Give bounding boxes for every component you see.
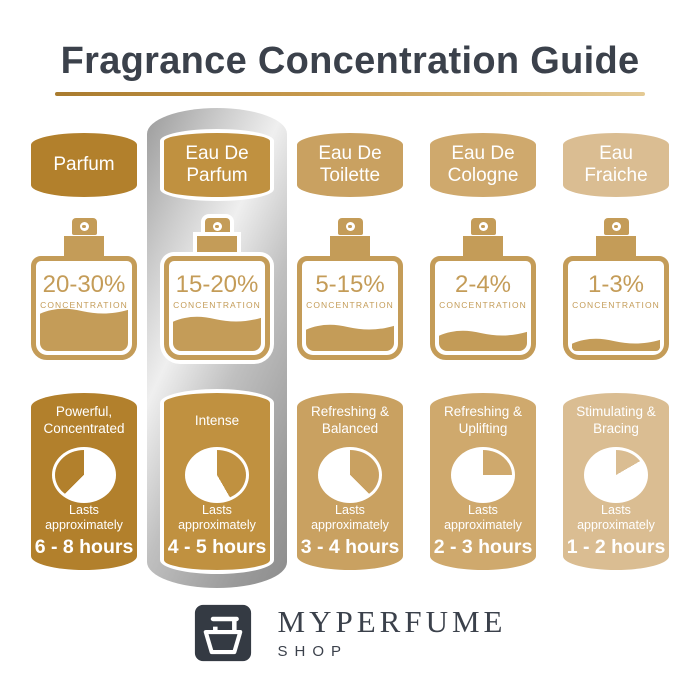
bottle-neck xyxy=(596,236,636,256)
spray-bottle-icon: 1-3% CONCENTRATION xyxy=(563,218,669,360)
bottle-body: 5-15% CONCENTRATION xyxy=(297,256,403,360)
spray-nozzle-icon xyxy=(204,218,230,235)
spray-bottle-icon: 2-4% CONCENTRATION xyxy=(430,218,536,360)
quality-label: Powerful, Concentrated xyxy=(43,404,125,437)
concentration-percent: 2-4% xyxy=(454,271,512,298)
bottle-body: 2-4% CONCENTRATION xyxy=(430,256,536,360)
spray-bottle-icon: 5-15% CONCENTRATION xyxy=(297,218,403,360)
concentration-percent: 5-15% xyxy=(315,271,385,298)
fragrance-type-badge: Eau De Parfum xyxy=(160,129,274,201)
header: Fragrance Concentration Guide xyxy=(0,40,700,96)
fragrance-type-badge: Eau De Toilette xyxy=(297,133,403,197)
concentration-label: CONCENTRATION xyxy=(40,300,128,310)
quality-label: Intense xyxy=(194,412,240,428)
page-title: Fragrance Concentration Guide xyxy=(60,40,640,82)
column-parfum: Parfum 20-30% CONCENTRATION Powerful, Co… xyxy=(31,133,137,574)
spray-nozzle-icon xyxy=(603,218,629,235)
column-eau-de-toilette: Eau De Toilette 5-15% CONCENTRATION Refr… xyxy=(297,133,403,574)
quality-label: Stimulating & Bracing xyxy=(576,404,656,437)
quality-label: Refreshing & Balanced xyxy=(310,404,390,437)
hours-value: 2 - 3 hours xyxy=(433,536,533,558)
duration-card: Stimulating & Bracing Lasts approximatel… xyxy=(563,393,669,570)
spray-bottle-icon: 15-20% CONCENTRATION xyxy=(164,218,270,360)
bottle-neck xyxy=(330,236,370,256)
clock-icon xyxy=(451,446,515,503)
brand-subtitle: SHOP xyxy=(277,642,349,660)
duration-card: Refreshing & Uplifting Lasts approximate… xyxy=(430,393,536,570)
liquid-fill xyxy=(572,336,660,351)
lasts-label: Lasts approximately xyxy=(45,502,123,533)
concentration-percent: 20-30% xyxy=(42,271,126,298)
duration-card: Intense Lasts approximately 4 - 5 hours xyxy=(160,389,274,574)
duration-card: Refreshing & Balanced Lasts approximatel… xyxy=(297,393,403,570)
concentration-percent: 1-3% xyxy=(587,271,645,298)
spray-nozzle-icon xyxy=(470,218,496,235)
brand-name: MYPERFUME xyxy=(277,604,507,640)
concentration-percent: 15-20% xyxy=(175,271,259,298)
concentration-label: CONCENTRATION xyxy=(306,300,394,310)
lasts-label: Lasts approximately xyxy=(178,502,256,533)
column-eau-de-cologne: Eau De Cologne 2-4% CONCENTRATION Refres… xyxy=(430,133,536,574)
brand-wordmark: MYPERFUME SHOP xyxy=(278,606,507,660)
concentration-label: CONCENTRATION xyxy=(572,300,660,310)
concentration-label: CONCENTRATION xyxy=(439,300,527,310)
fragrance-type-badge: Parfum xyxy=(31,133,137,197)
fragrance-type-badge: Eau Fraiche xyxy=(563,133,669,197)
liquid-fill xyxy=(439,328,527,351)
hours-value: 1 - 2 hours xyxy=(566,536,666,558)
quality-label: Refreshing & Uplifting xyxy=(443,404,523,437)
liquid-fill xyxy=(40,306,128,351)
hours-value: 4 - 5 hours xyxy=(167,536,267,558)
brand-logo: MYPERFUME SHOP xyxy=(0,604,700,662)
spray-nozzle-icon xyxy=(71,218,97,235)
bottle-neck xyxy=(463,236,503,256)
concentration-label: CONCENTRATION xyxy=(173,300,261,310)
bottle-body: 1-3% CONCENTRATION xyxy=(563,256,669,360)
column-eau-fraiche: Eau Fraiche 1-3% CONCENTRATION Stimulati… xyxy=(563,133,669,574)
bottle-neck xyxy=(197,236,237,256)
fragrance-columns: Parfum 20-30% CONCENTRATION Powerful, Co… xyxy=(31,129,669,574)
bottle-body: 15-20% CONCENTRATION xyxy=(164,256,270,360)
clock-icon xyxy=(584,446,648,503)
liquid-fill xyxy=(173,314,261,351)
lasts-label: Lasts approximately xyxy=(444,502,522,533)
bottle-body: 20-30% CONCENTRATION xyxy=(31,256,137,360)
fragrance-type-badge: Eau De Cologne xyxy=(430,133,536,197)
clock-icon xyxy=(318,446,382,503)
clock-icon xyxy=(185,446,249,503)
spray-bottle-icon: 20-30% CONCENTRATION xyxy=(31,218,137,360)
lasts-label: Lasts approximately xyxy=(577,502,655,533)
perfume-shop-logo-icon xyxy=(194,604,251,662)
column-eau-de-parfum: Eau De Parfum 15-20% CONCENTRATION Inten… xyxy=(160,129,274,574)
gold-divider xyxy=(55,92,645,96)
hours-value: 3 - 4 hours xyxy=(300,536,400,558)
clock-icon xyxy=(52,446,116,503)
hours-value: 6 - 8 hours xyxy=(34,536,134,558)
liquid-fill xyxy=(306,322,394,351)
spray-nozzle-icon xyxy=(337,218,363,235)
duration-card: Powerful, Concentrated Lasts approximate… xyxy=(31,393,137,570)
lasts-label: Lasts approximately xyxy=(311,502,389,533)
bottle-neck xyxy=(64,236,104,256)
